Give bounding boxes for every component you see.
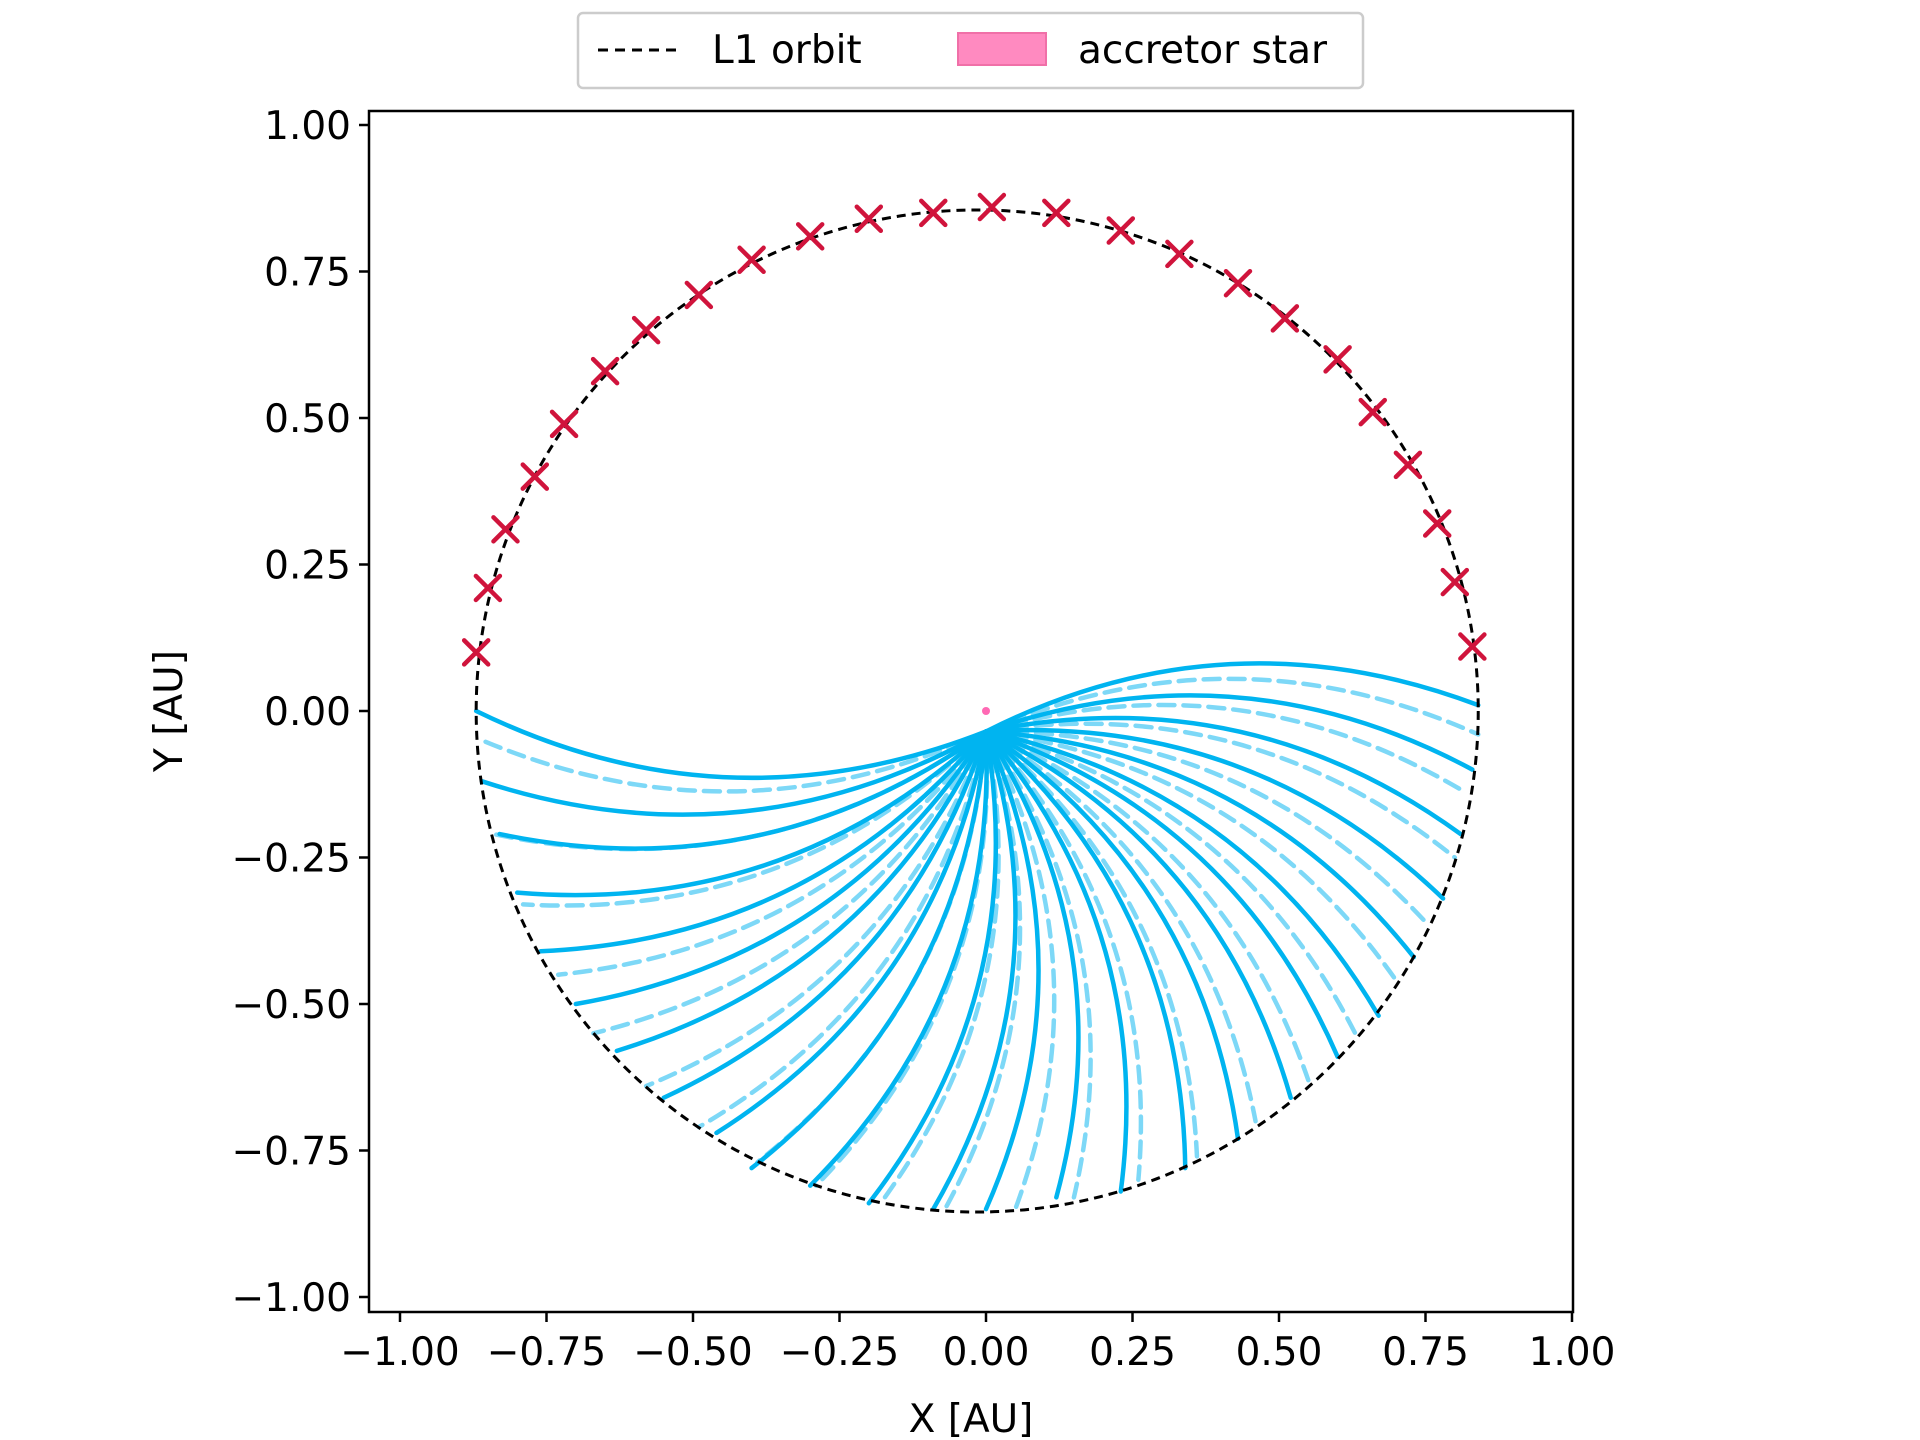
stream-line-solid [983,729,1241,1142]
launch-marker [461,638,491,667]
x-tick-label: −1.00 [340,1330,460,1375]
stream-line-dashed [983,676,1481,737]
stream-line-dashed [983,721,1458,860]
x-tick-label: 1.00 [1529,1330,1616,1375]
launch-marker [1393,450,1423,480]
x-axis-label: X [AU] [909,1397,1034,1440]
stream-line-solid [661,729,989,1101]
launch-marker [1223,268,1253,298]
launch-markers [461,192,1487,667]
stream-line-dashed [942,729,1023,1212]
stream-line-solid [497,729,989,851]
launch-marker [1165,239,1194,269]
launch-marker [1458,632,1487,661]
stream-line-solid [983,729,1129,1194]
stream-line-solid [573,729,989,1007]
stream-line-solid [538,729,989,954]
launch-marker [1440,567,1470,597]
stream-line-dashed [813,729,990,1188]
stream-line-dashed [983,702,1469,796]
stream-line-dashed [591,729,989,1036]
y-tick-label: −0.25 [231,837,351,882]
stream-line-solid [807,729,989,1188]
stream-line-solid [983,661,1481,734]
y-tick-label: −0.75 [231,1130,351,1175]
stream-line-solid [983,729,1041,1212]
x-tick-label: 0.00 [943,1330,1030,1375]
stream-line-dashed [643,729,989,1089]
stream-line-solid [479,729,989,817]
stream-line-solid [983,693,1475,772]
legend-accretor-star-swatch [957,32,1047,66]
stream-line-solid [931,729,1018,1212]
launch-marker [684,280,714,310]
stream-line-dashed [479,729,989,794]
x-tick-label: 0.75 [1382,1330,1469,1375]
stream-line-dashed [983,729,1399,983]
y-tick-label: −1.00 [231,1276,351,1321]
y-tick-label: −0.50 [231,983,351,1028]
stream-line-solid [866,729,999,1206]
launch-marker [795,222,825,251]
stream-line-dashed [555,729,989,977]
l1-orbit-line [474,208,1480,1214]
legend-l1-orbit-label: L1 orbit [712,28,862,73]
accretor-star [982,707,990,715]
launch-marker [590,356,620,386]
launch-marker [473,573,503,603]
legend-accretor-star-label: accretor star [1078,28,1328,73]
stream-line-dashed [878,729,1001,1206]
x-tick-label: 0.50 [1236,1330,1323,1375]
launch-marker [631,315,661,345]
stream-lines-solid [473,661,1481,1212]
y-tick-label: 0.25 [264,544,351,589]
x-axis-ticks: −1.00 −0.75 −0.50 −0.25 0.00 0.25 0.50 0.75 1.00 [340,1312,1615,1375]
launch-marker [1042,198,1071,228]
x-tick-label: −0.75 [487,1330,607,1375]
stream-line-solid [983,727,1446,901]
legend: L1 orbit accretor star [576,11,1365,90]
launch-marker [919,198,948,228]
x-tick-label: −0.25 [780,1330,900,1375]
stream-line-dashed [983,729,1057,1212]
stream-line-solid [983,729,1340,1059]
x-tick-label: −0.50 [633,1330,753,1375]
launch-marker [1106,216,1136,245]
stream-line-solid [983,729,1188,1171]
launch-marker [1358,397,1388,427]
y-axis-ticks: 1.00 0.75 0.50 0.25 0.00 −0.25 −0.50 −0.75 −1.00 [231,104,369,1321]
launch-marker [854,204,884,234]
x-tick-label: 0.25 [1089,1330,1176,1375]
stream-line-solid [983,729,1381,1018]
stream-line-solid [714,729,989,1136]
launch-marker [737,245,766,275]
stream-line-solid [983,729,1081,1200]
stream-line-solid [514,729,989,898]
launch-marker [1422,509,1452,538]
y-tick-label: 0.00 [264,690,351,735]
y-tick-label: 0.75 [264,251,351,296]
stream-line-solid [983,729,1293,1101]
launch-marker [491,515,520,544]
axes-frame [367,109,1575,1314]
stream-line-solid [473,708,989,781]
stream-line-solid [983,729,1417,960]
launch-marker [520,462,550,491]
stream-line-solid [614,729,989,1054]
launch-marker [1323,345,1352,374]
launch-marker [1270,304,1300,333]
y-tick-label: 1.00 [264,104,351,149]
y-tick-label: 0.50 [264,397,351,442]
launch-marker [977,192,1007,222]
stream-line-dashed [696,729,989,1130]
plot-content [461,192,1487,1214]
stream-line-dashed [983,729,1428,925]
y-axis-label: Y [AU] [147,650,192,773]
stream-line-solid [749,729,989,1171]
stream-line-solid [983,715,1463,837]
stream-line-dashed [520,729,989,908]
launch-marker [549,409,579,439]
